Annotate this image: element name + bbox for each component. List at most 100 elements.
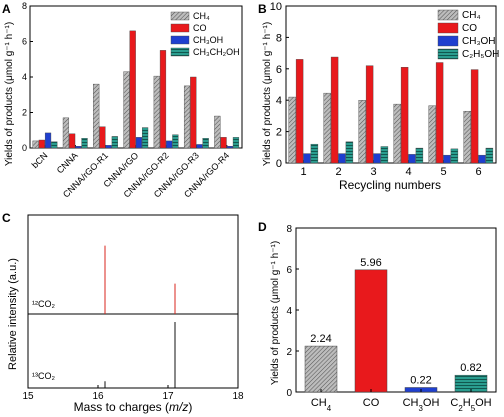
panel-a-legend-ch3oh: CH₃OH (193, 35, 223, 45)
panel-a-legend-ch4: CH₄ (193, 11, 210, 21)
panel-a: A Yields of products (μmol g⁻¹ h⁻¹) 0 2 4 6… (2, 1, 243, 199)
panel-b-bar-ch4 (358, 99, 366, 164)
panel-b-xtick-label: 3 (370, 166, 376, 178)
panel-a-bar-ch3oh (226, 146, 233, 149)
panel-b-frame (285, 5, 497, 164)
panel-a-ytick-label: 2 (22, 108, 27, 118)
panel-d-xtick-label: CO (363, 397, 380, 409)
panel-c-xtick-label: 16 (92, 391, 104, 402)
panel-a-bar-ethanol (232, 137, 240, 149)
panel-a-bar-co (220, 137, 227, 149)
panel-b-bar-ch3oh (443, 154, 451, 164)
panel-a-bar-co (38, 139, 45, 149)
panel-b-bar-co (435, 62, 444, 164)
panel-d-ytick-label: 2 (286, 347, 292, 358)
panel-a-bar-ch4 (62, 117, 70, 149)
panel-a-bar-ch3oh (196, 144, 203, 149)
panel-b-legend-swatch-co (437, 22, 459, 34)
panel-b-bar-ethanol (450, 148, 459, 164)
panel-a-bar-ch3oh (44, 132, 52, 149)
panel-a-bar-co (129, 30, 136, 149)
panel-a-bar-co (159, 50, 167, 149)
panel-a-bar-ethanol (51, 141, 58, 149)
panel-b-bar-ch3oh (303, 153, 311, 164)
panel-c-frame (27, 214, 239, 389)
panel-b-bar-co (330, 56, 339, 164)
panel-a-bar-ethanol (172, 134, 179, 149)
panel-a-bar-ch4 (153, 75, 160, 149)
panel-b-ytick-label: 10 (270, 1, 282, 13)
panel-a-bar-ch4 (93, 83, 100, 149)
panel-b-bar-ethanol (345, 141, 354, 164)
panel-b-legend-swatch-ch3oh (437, 35, 459, 47)
panel-b-xtick-label: 1 (300, 166, 306, 178)
panel-b-legend-ch4: CH₄ (462, 10, 481, 21)
panel-d: D Yields of products (μmol g⁻¹ h⁻¹) 0 2 4 6… (258, 220, 497, 413)
panel-a-legend-ethanol: CH₃CH₂OH (193, 47, 240, 57)
panel-b-bar-co (400, 67, 409, 164)
panel-b-bar-ch3oh (478, 154, 486, 164)
panel-d-ytick-label: 6 (286, 265, 292, 276)
panel-d-plot: 0 2 4 6 8 2.24 CH4 5.96 CO 0.22 CH3OH 0.82 C2H5OH (286, 224, 497, 413)
panel-b-xtick-label: 2 (335, 166, 341, 178)
panel-a-bar-ethanol (202, 138, 209, 149)
panel-a-frame (29, 5, 243, 149)
panel-c-ylabel: Relative intensity (a.u.) (7, 258, 19, 370)
panel-a-bar-ch4 (214, 115, 221, 149)
panel-a-bar-ch3oh (166, 140, 173, 149)
panel-a-legend-swatch-ch4 (170, 11, 190, 21)
panel-b-bar-ch3oh (408, 154, 416, 164)
panel-b-bar-ethanol (415, 147, 424, 164)
panel-a-legend-swatch-co (170, 23, 190, 33)
panel-c-letter: C (2, 211, 11, 225)
panel-b-bar-ethanol (310, 143, 319, 164)
panel-d-value-label: 5.96 (360, 257, 381, 269)
panel-c-xtick-label: 17 (162, 391, 174, 402)
panel-b-bar-ethanol (380, 146, 389, 164)
panel-b-legend-c2h5oh: C₂H₅OH (462, 49, 499, 60)
panel-b-legend-co: CO (462, 23, 477, 34)
panel-c-xtick-label: 15 (22, 391, 34, 402)
panel-b-ytick-label: 6 (276, 64, 282, 76)
panel-a-xtick-label: bCN (30, 150, 50, 170)
panel-b-ylabel: Yields of products (μmol g⁻¹ h⁻¹) (262, 22, 273, 166)
panel-b-ytick-label: 4 (276, 95, 282, 107)
panel-d-xtick-label: CH4 (311, 397, 332, 413)
panel-b-xlabel: Recycling numbers (339, 178, 441, 192)
panel-b-legend-ch3oh: CH₃OH (462, 36, 496, 47)
panel-b-bar-ch4 (323, 92, 331, 164)
panel-b-bar-ch4 (288, 96, 296, 164)
panel-a-bar-ethanol (81, 138, 88, 149)
panel-d-ytick-label: 0 (286, 388, 292, 399)
panel-a-bar-ethanol (141, 127, 149, 149)
panel-a-ytick-label: 8 (22, 1, 27, 11)
panel-a-letter: A (2, 2, 11, 16)
panel-d-bar-co (354, 269, 388, 393)
panel-a-legend-co: CO (193, 23, 207, 33)
panel-d-ylabel: Yields of products (μmol g⁻¹ h⁻¹) (270, 241, 281, 385)
panel-b-bar-co (365, 65, 374, 164)
panel-a-ylabel: Yields of products (μmol g⁻¹ h⁻¹) (4, 22, 15, 166)
panel-d-ytick-label: 8 (286, 224, 292, 235)
panel-a-ytick-label: 6 (22, 37, 27, 47)
panel-b: B Yields of products (μmol g⁻¹ h⁻¹) Recy… (258, 1, 499, 192)
panel-a-bar-co (99, 126, 106, 149)
panel-d-bar-ch4 (304, 345, 338, 393)
panel-a-bar-ch4 (123, 71, 130, 149)
panel-b-xtick-label: 5 (440, 166, 446, 178)
panel-a-bar-ch3oh (75, 146, 82, 149)
panel-d-xtick-label: C2H5OH (450, 397, 491, 413)
panel-a-bar-co (190, 76, 197, 149)
panel-b-xtick-label: 6 (475, 166, 481, 178)
panel-b-bar-ch4 (463, 110, 471, 164)
panel-c-trace-12co2-label: ¹²CO₂ (32, 299, 55, 309)
panel-a-bar-ethanol (111, 136, 118, 149)
panel-a-xtick-label: CNNA (55, 150, 80, 175)
panel-b-bar-ch4 (393, 103, 401, 164)
panel-a-bar-co (69, 133, 76, 149)
panel-b-bar-ch3oh (338, 153, 346, 164)
